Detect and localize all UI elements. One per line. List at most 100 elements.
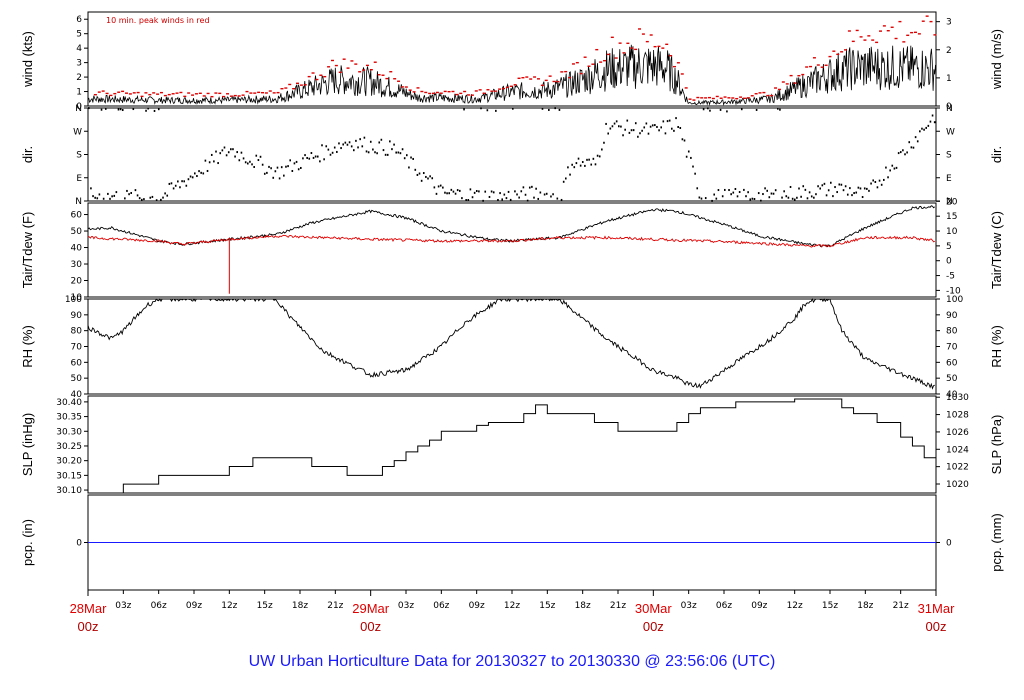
dir-point: [386, 153, 389, 156]
dir-point: [838, 183, 841, 186]
peak-mark: [354, 63, 358, 65]
peak-mark: [696, 96, 700, 99]
dir-point: [488, 195, 491, 198]
y-label-left: RH (%): [20, 325, 35, 368]
dir-point: [613, 122, 616, 125]
dir-point: [601, 148, 603, 151]
dir-point: [196, 175, 198, 178]
dir-point: [891, 164, 894, 167]
dir-point: [923, 128, 925, 131]
y-label-right: dir.: [989, 146, 1004, 163]
dir-point: [863, 187, 866, 190]
series-tdew: [87, 234, 935, 248]
peak-mark: [214, 92, 218, 94]
dir-point: [800, 195, 802, 198]
peak-mark: [148, 93, 152, 96]
x-tick-label: 06z: [716, 601, 732, 611]
peak-mark: [548, 75, 552, 77]
peak-mark: [97, 91, 101, 93]
dir-point: [403, 157, 406, 160]
peak-mark: [311, 72, 315, 74]
dir-point: [541, 107, 544, 110]
peak-mark: [832, 50, 836, 52]
panel-temp: 10 20 30 40 50 60 -10 -5 0 5 10 15 20 Tair/Tdew (F) Ta…: [20, 197, 1004, 303]
dir-point: [704, 197, 707, 200]
dir-point: [618, 125, 620, 128]
peak-mark: [175, 92, 179, 94]
dir-point: [887, 176, 889, 179]
peak-mark: [358, 71, 362, 73]
left-tick-label: 40: [71, 390, 83, 400]
dir-point: [363, 136, 366, 139]
dir-point: [257, 159, 260, 162]
dir-point: [685, 155, 688, 158]
peak-mark: [478, 89, 482, 91]
dir-point: [696, 187, 699, 190]
dir-point: [615, 120, 618, 123]
peak-mark: [400, 86, 404, 88]
peak-mark: [544, 79, 548, 82]
dir-point: [429, 175, 431, 178]
peak-mark: [727, 97, 731, 99]
peak-mark: [439, 92, 443, 94]
right-tick-label: E: [946, 174, 952, 184]
dir-point: [721, 195, 724, 198]
peak-mark: [552, 80, 556, 83]
dir-point: [287, 165, 289, 168]
dir-point: [420, 179, 423, 182]
x-tick-label: 12z: [221, 601, 237, 611]
y-label-right: wind (m/s): [989, 29, 1004, 90]
dir-point: [353, 149, 355, 152]
dir-point: [501, 198, 503, 201]
dir-point: [336, 150, 338, 153]
dir-point: [208, 161, 211, 164]
dir-point: [221, 149, 224, 152]
left-tick-label: 0: [76, 539, 82, 549]
peak-mark: [906, 34, 910, 37]
dir-point: [749, 198, 752, 201]
dir-point: [571, 163, 573, 166]
dir-point: [342, 143, 344, 146]
x-tick-label: 21z: [327, 601, 343, 611]
right-tick-label: S: [946, 151, 952, 161]
dir-point: [745, 195, 747, 198]
peak-mark: [424, 91, 428, 94]
peak-mark: [626, 42, 630, 45]
dir-point: [461, 197, 463, 200]
peak-mark: [443, 90, 447, 93]
dir-point: [240, 151, 243, 154]
dir-point: [223, 146, 226, 149]
dir-point: [124, 197, 126, 200]
peak-mark: [206, 92, 210, 95]
dir-point: [581, 161, 584, 164]
dir-point: [777, 107, 779, 110]
dir-point: [853, 192, 855, 195]
dir-point: [439, 184, 442, 187]
dir-point: [609, 127, 612, 130]
dir-point: [480, 107, 482, 110]
dir-point: [537, 197, 540, 200]
dir-point: [107, 192, 109, 195]
dir-point: [851, 194, 853, 197]
dir-point: [509, 198, 512, 201]
dir-point: [872, 179, 874, 182]
peak-mark: [634, 48, 638, 51]
dir-point: [365, 150, 368, 153]
peak-mark: [863, 39, 867, 41]
peak-mark: [704, 97, 708, 99]
peak-mark: [187, 92, 191, 94]
dir-point: [736, 195, 739, 198]
dir-point: [573, 166, 576, 169]
peak-mark: [241, 94, 245, 96]
peak-mark: [136, 91, 140, 94]
left-tick-label: 60: [71, 358, 83, 368]
dir-point: [121, 109, 124, 112]
peak-mark: [882, 25, 886, 27]
dir-point: [844, 185, 847, 188]
dir-point: [191, 176, 194, 179]
dir-point: [821, 184, 824, 187]
dir-point: [117, 108, 120, 111]
dir-point: [293, 162, 296, 165]
peak-mark: [159, 91, 163, 94]
peak-wind-note: 10 min. peak winds in red: [106, 16, 210, 25]
